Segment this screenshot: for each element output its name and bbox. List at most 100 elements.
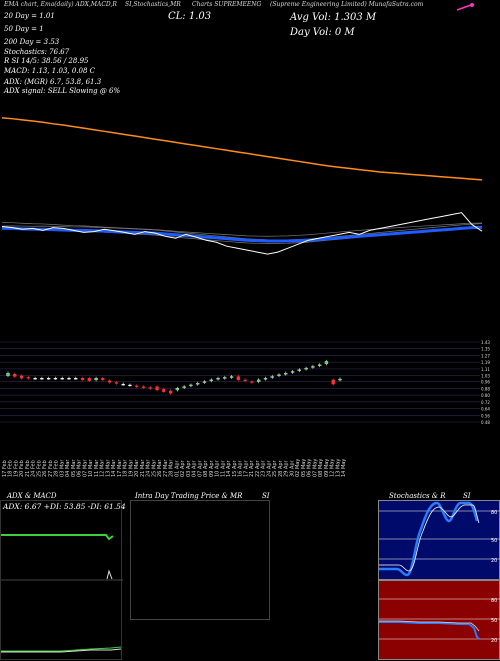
adx-panel: ADX: 6.67 +DI: 53.85 -DI: 61.54: [0, 500, 126, 660]
candle-body: [6, 373, 10, 376]
date-tick-label: 28 Mar: [169, 459, 175, 477]
date-tick-label: 14 May: [341, 459, 347, 477]
date-tick-label: 19 Feb: [13, 460, 19, 477]
date-tick-label: 13 May: [335, 459, 341, 477]
price-tick-8: 0.80: [481, 393, 490, 398]
date-tick-label: 07 Mar: [82, 459, 88, 477]
date-tick-label: 03 Apr: [186, 459, 192, 477]
candle-body: [53, 378, 58, 380]
date-tick-label: 21 Feb: [25, 460, 31, 477]
candle-body: [290, 371, 295, 373]
date-tick-label: 14 Apr: [226, 459, 232, 477]
date-tick-label: 05 May: [301, 459, 307, 477]
date-tick-label: 27 Feb: [48, 460, 54, 477]
candle-body: [277, 374, 281, 376]
date-tick-label: 21 Mar: [140, 459, 146, 477]
intraday-mr-panel: [130, 500, 270, 620]
candle-body: [243, 379, 247, 382]
candle-body: [155, 386, 159, 391]
date-tick-label: 04 Mar: [65, 459, 71, 477]
date-tick-label: 25 Mar: [151, 459, 157, 477]
stoch-panel-si: SI: [463, 492, 471, 500]
price-tick-4: 1.11: [481, 367, 490, 372]
series-line-0: [1, 117, 483, 181]
candle-body: [148, 387, 152, 389]
adx-panel-title: ADX & MACD: [7, 492, 57, 500]
rsi-tick-80: 80: [491, 598, 497, 604]
candle-body: [67, 378, 71, 380]
ma-line-grey-2: [1, 222, 483, 237]
price-tick-12: 0.48: [481, 420, 490, 425]
date-tick-label: 05 Mar: [71, 459, 77, 477]
adx-stat: ADX: (MGR) 6.7, 53.8, 61.3: [4, 78, 102, 86]
date-tick-label: 24 Apr: [266, 459, 272, 477]
date-tick-label: 17 Mar: [117, 459, 123, 477]
candle-body: [223, 377, 227, 379]
price-tick-6: 0.96: [481, 380, 490, 385]
candle-body: [101, 378, 105, 381]
stoch-panel-title: Stochastics & R: [389, 492, 446, 500]
rsi-lines: 80 50 20: [379, 598, 500, 644]
candle-body: [209, 379, 213, 382]
date-tick-label: 28 Apr: [278, 459, 284, 477]
date-tick-label: 01 Apr: [174, 459, 180, 477]
avg-vol-label: Avg Vol: 1.303 M: [290, 12, 377, 23]
stoch-tick-50: 50: [491, 538, 497, 544]
candle-body: [304, 367, 308, 370]
candle-body: [202, 381, 207, 383]
candlestick-chart: 1.43 1.351.27 1.19 1.11 1.030.960.88 0.80 0.72…: [0, 340, 490, 425]
date-tick-label: 11 Apr: [220, 459, 226, 477]
date-tick-label: 09 May: [324, 459, 330, 477]
date-tick-label: 08 Apr: [203, 459, 209, 477]
price-tick-11: 0.56: [481, 413, 490, 418]
ema50-stat: 50 Day = 1: [4, 25, 44, 33]
date-tick-label: 10 Apr: [215, 459, 221, 477]
date-tick-label: 23 Apr: [261, 459, 267, 477]
header-right: (Supreme Engineering Limited) MunafaSutr…: [270, 1, 424, 8]
day-vol-label: Day Vol: 0 M: [290, 27, 355, 38]
date-tick-label: 17 Feb: [2, 460, 8, 477]
price-tick-0: 1.43: [481, 340, 490, 345]
date-tick-label: 25 Apr: [272, 459, 278, 477]
date-tick-label: 17 Apr: [243, 459, 249, 477]
date-tick-label: 16 Apr: [238, 459, 244, 477]
candle-body: [189, 384, 193, 387]
date-tick-label: 12 Mar: [100, 459, 106, 477]
price-tick-9: 0.72: [481, 400, 490, 405]
date-tick-label: 06 May: [307, 459, 313, 477]
logo-mark: [456, 3, 474, 11]
date-axis: 17 Feb 18 Feb 19 Feb 20 Feb 21 Feb 24 Feb 25 F…: [2, 459, 347, 477]
close-label: CL: 1.03: [168, 11, 212, 22]
candle-body: [13, 373, 17, 377]
header-middle: SI,Stochastics,MR: [125, 1, 181, 8]
candle-body: [297, 369, 301, 371]
candle-body: [128, 384, 132, 387]
candle-body: [229, 376, 234, 378]
mr-panel-title: Intra Day Trading Price & MR: [135, 492, 243, 500]
date-tick-label: 26 Mar: [157, 459, 163, 477]
series-line-2: [1, 212, 483, 255]
candle-body: [74, 378, 78, 380]
candle-body: [114, 382, 119, 384]
candle-body: [87, 378, 91, 381]
candle-body: [60, 378, 64, 380]
candle-body: [175, 388, 180, 391]
date-tick-label: 26 Feb: [42, 460, 48, 477]
date-tick-label: 14 Mar: [111, 459, 117, 477]
date-tick-label: 18 Feb: [8, 460, 14, 477]
stoch-tick-80: 80: [491, 510, 497, 516]
candle-body: [40, 378, 44, 380]
candle-body: [47, 378, 51, 380]
macd-stat: MACD: 1.13, 1.03, 0.08 C: [4, 67, 96, 75]
candle-body: [168, 390, 173, 394]
candle-body: [331, 379, 335, 385]
adx-signal-stat: ADX signal: SELL Slowing @ 6%: [4, 87, 121, 95]
price-ema-chart: [1, 117, 483, 255]
date-tick-label: 10 Mar: [88, 459, 94, 477]
date-tick-label: 08 May: [318, 459, 324, 477]
rsi-tick-20: 20: [491, 638, 497, 644]
candle-body: [94, 378, 98, 381]
date-tick-label: 25 Feb: [36, 460, 42, 477]
date-tick-label: 19 Mar: [128, 459, 134, 477]
date-tick-label: 21 Apr: [249, 459, 255, 477]
